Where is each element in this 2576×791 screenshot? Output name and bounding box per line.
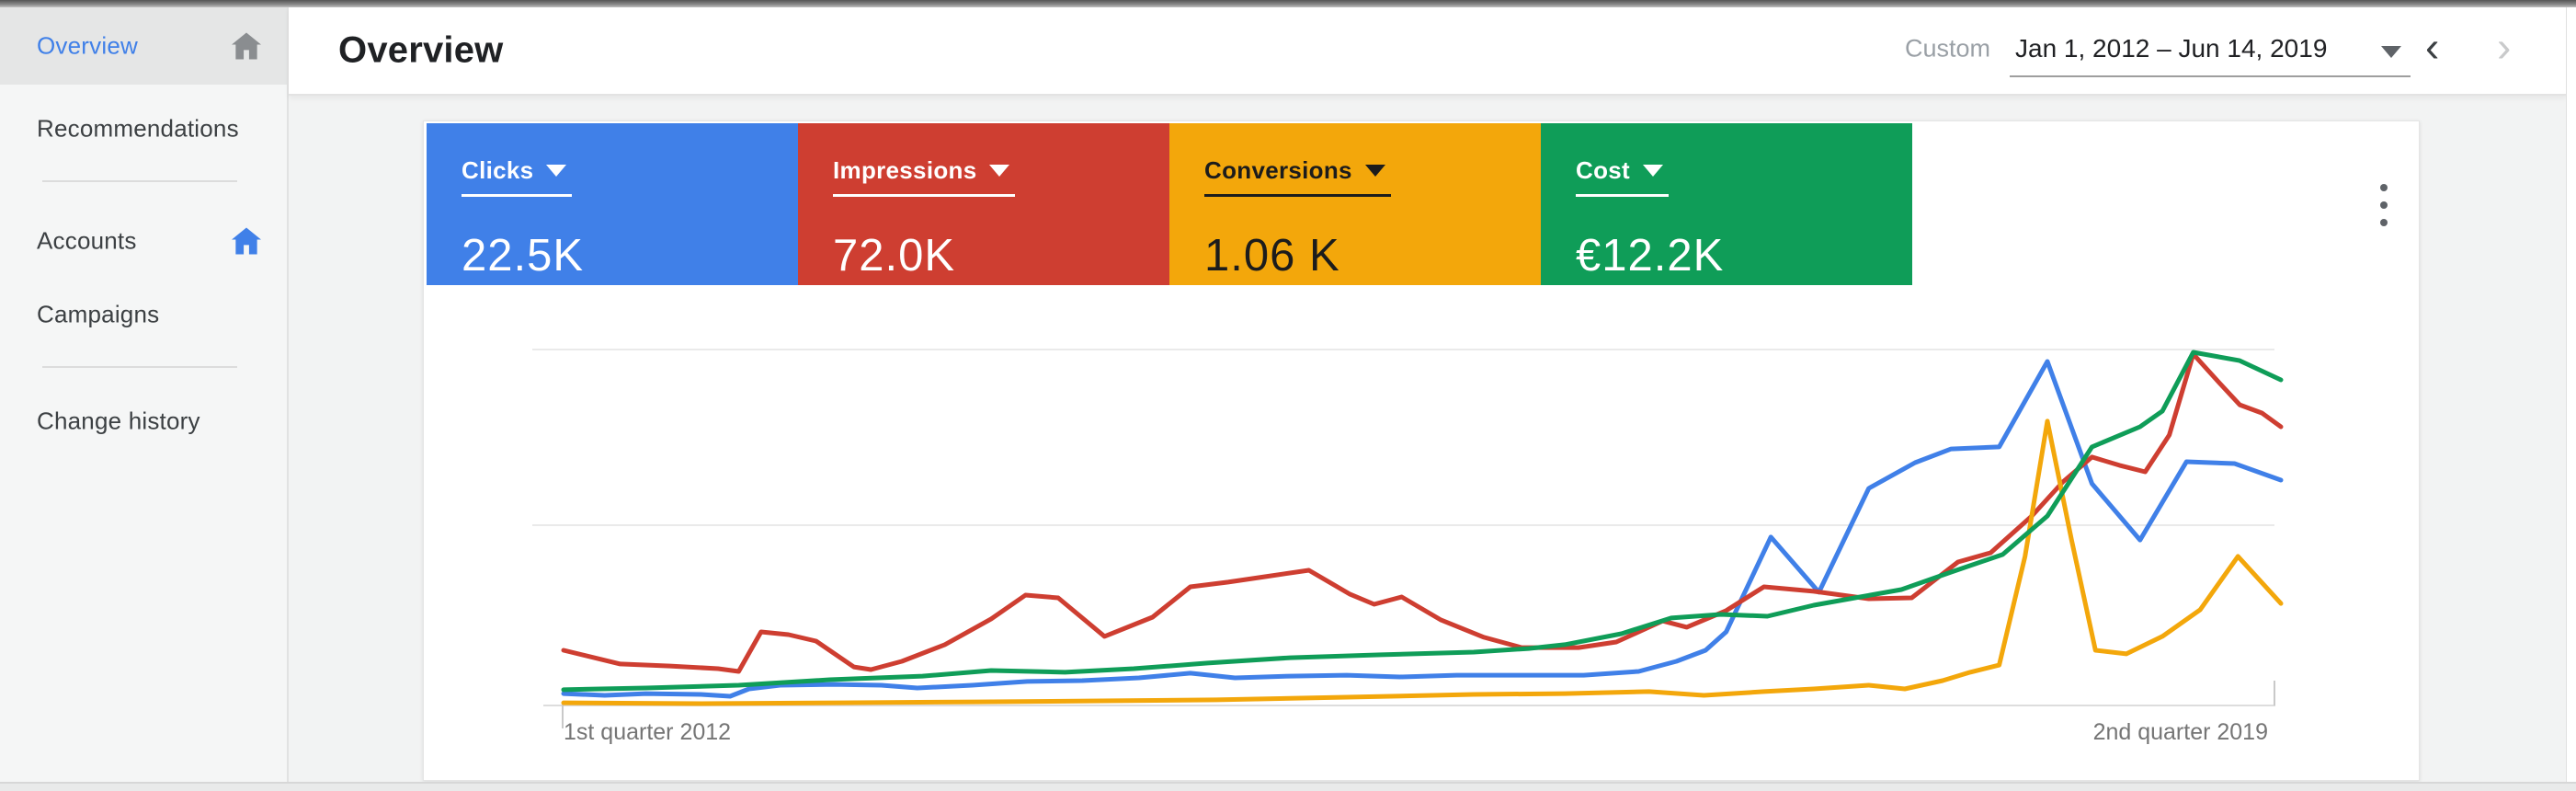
sidebar-item-change-history[interactable]: Change history <box>0 383 287 460</box>
window-right-strip <box>2566 7 2576 784</box>
sidebar-item-label: Accounts <box>37 226 137 255</box>
chart-gridline <box>532 524 2274 526</box>
metric-value: 1.06 K <box>1204 231 1340 281</box>
metric-label: Impressions <box>833 156 977 184</box>
caret-down-icon[interactable] <box>2381 46 2401 58</box>
series-impressions-line <box>561 351 2284 674</box>
metric-value: 72.0K <box>833 231 956 281</box>
x-axis-start-label: 1st quarter 2012 <box>564 719 732 745</box>
sidebar-item-campaigns[interactable]: Campaigns <box>0 276 287 353</box>
chart-baseline <box>543 705 2275 706</box>
caret-down-icon <box>546 165 567 177</box>
previous-period-button[interactable]: ‹ <box>2425 22 2440 71</box>
series-clicks-line <box>561 359 2284 699</box>
date-range-type-label: Custom <box>1905 34 1991 63</box>
caret-down-icon <box>1364 165 1385 177</box>
metric-selector-clicks[interactable]: Clicks <box>462 156 573 197</box>
scorecard-conversions[interactable]: Conversions 1.06 K <box>1169 123 1541 285</box>
scorecard-clicks[interactable]: Clicks 22.5K <box>427 123 798 285</box>
page-title: Overview <box>338 29 504 71</box>
sidebar-item-overview[interactable]: Overview <box>0 7 287 85</box>
window-bottom-border <box>0 782 2576 791</box>
date-range-underline <box>2010 75 2411 77</box>
metric-selector-impressions[interactable]: Impressions <box>833 156 1016 197</box>
axis-tick <box>562 705 564 728</box>
caret-down-icon <box>1642 165 1663 177</box>
sidebar-item-recommendations[interactable]: Recommendations <box>0 90 287 167</box>
more-vert-icon[interactable] <box>2375 178 2393 232</box>
x-axis-end-label: 2nd quarter 2019 <box>2092 719 2268 745</box>
sidebar-item-label: Overview <box>37 31 138 60</box>
home-icon <box>232 32 261 60</box>
home-icon <box>232 227 261 255</box>
metric-value: €12.2K <box>1576 231 1725 281</box>
axis-tick <box>2274 681 2275 705</box>
scorecard-cost[interactable]: Cost €12.2K <box>1541 123 1912 285</box>
window-top-border <box>0 0 2576 7</box>
sidebar-item-accounts[interactable]: Accounts <box>0 202 287 280</box>
page-header: Overview Custom Jan 1, 2012 – Jun 14, 20… <box>289 7 2567 96</box>
sidebar-divider <box>42 366 237 368</box>
metric-selector-cost[interactable]: Cost <box>1576 156 1669 197</box>
scorecard-impressions[interactable]: Impressions 72.0K <box>798 123 1169 285</box>
date-range-field[interactable]: Jan 1, 2012 – Jun 14, 2019 <box>2015 34 2328 63</box>
next-period-button-disabled: › <box>2497 22 2512 71</box>
chart-gridline <box>532 349 2274 350</box>
series-conversions-line <box>561 418 2284 706</box>
sidebar-item-label: Campaigns <box>37 300 160 328</box>
sidebar-item-label: Change history <box>37 407 200 435</box>
sidebar-divider <box>42 180 237 182</box>
caret-down-icon <box>989 165 1010 177</box>
series-cost-line <box>561 350 2284 693</box>
metric-selector-conversions[interactable]: Conversions <box>1204 156 1391 197</box>
sidebar: Overview Recommendations Accounts Campai… <box>0 7 289 784</box>
scorecard-row: Clicks 22.5K Impressions 72.0K Conversio… <box>427 123 1912 285</box>
sidebar-item-label: Recommendations <box>37 114 239 143</box>
overview-summary-panel: Clicks 22.5K Impressions 72.0K Conversio… <box>423 120 2420 781</box>
metric-label: Cost <box>1576 156 1630 184</box>
metric-label: Clicks <box>462 156 534 184</box>
metric-value: 22.5K <box>462 231 585 281</box>
metric-label: Conversions <box>1204 156 1352 184</box>
